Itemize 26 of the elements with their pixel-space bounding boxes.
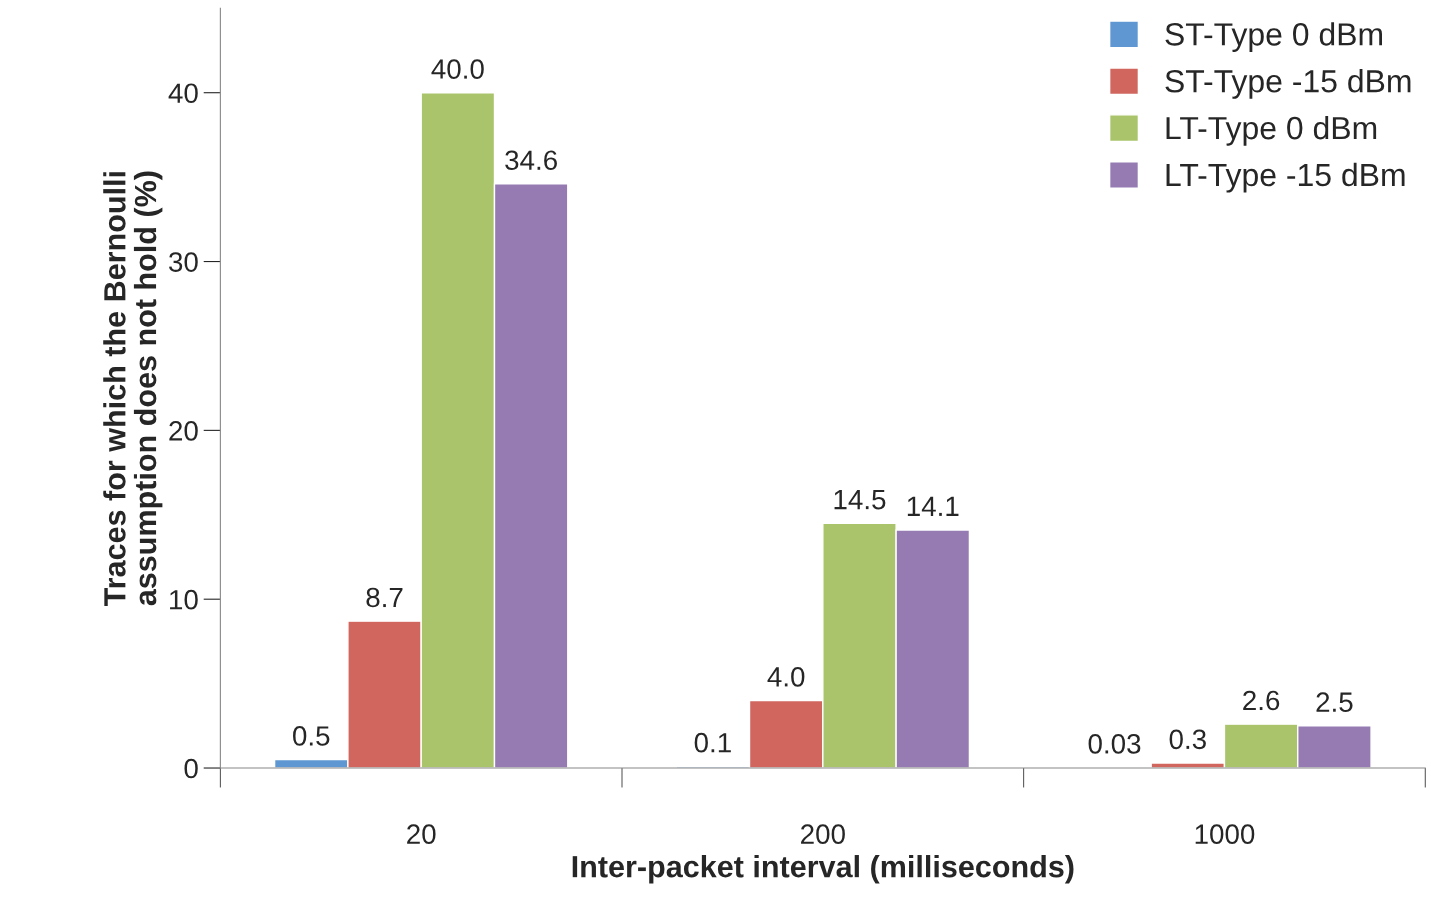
legend-label: LT-Type 0 dBm (1166, 115, 1377, 146)
y-tick-label: 30 (169, 252, 198, 272)
data-label: 2.6 (1243, 690, 1280, 711)
y-tick-label: 40 (168, 83, 198, 104)
legend-label: LT-Type -15 dBm (1166, 162, 1405, 193)
data-label: 14.1 (907, 496, 959, 516)
x-tick-label: 20 (407, 824, 436, 844)
data-label: 8.7 (366, 587, 403, 608)
data-label: 34.6 (505, 150, 557, 171)
y-tick-label: 20 (169, 421, 198, 441)
data-label: 0.3 (1169, 729, 1206, 750)
data-label: 14.5 (834, 490, 886, 510)
legend-label: ST-Type 0 dBm (1165, 22, 1382, 52)
y-axis-title: Traces for which the Bernoulli assumption does not hold (%) (103, 171, 163, 606)
data-label: 0.1 (694, 732, 731, 753)
data-label: 0.5 (293, 726, 330, 746)
data-label: 2.5 (1316, 692, 1353, 712)
data-label: 4.0 (767, 667, 805, 687)
data-label: 0.03 (1088, 734, 1141, 754)
legend-label: ST-Type -15 dBm (1165, 69, 1411, 99)
x-axis-title: Inter-packet interval (milliseconds) (572, 855, 1074, 884)
x-tick-label: 200 (801, 824, 845, 844)
y-tick-label: 0 (184, 758, 198, 779)
x-tick-label: 1000 (1195, 824, 1255, 844)
data-label: 40.0 (431, 59, 484, 79)
y-tick-label: 10 (170, 589, 198, 610)
